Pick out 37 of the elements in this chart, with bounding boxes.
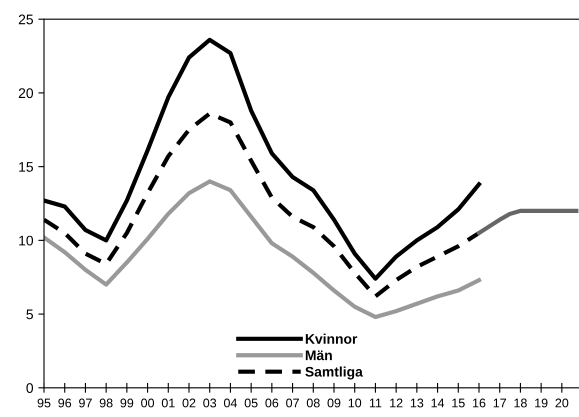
x-tick-label: 16 [472, 398, 486, 408]
x-tick-label: 98 [100, 398, 113, 408]
x-tick-label: 05 [244, 398, 258, 408]
x-tick-label: 13 [410, 398, 424, 408]
line-series [476, 208, 578, 236]
x-tick-label: 18 [514, 398, 527, 408]
x-tick-label: 14 [432, 398, 444, 408]
x-tick-label: 19 [535, 398, 548, 408]
x-tick-label: 00 [141, 398, 154, 408]
y-tick-label: 25 [18, 14, 34, 24]
line-series [44, 179, 482, 320]
x-tick-label: 03 [203, 398, 216, 408]
x-tick-label: 07 [286, 398, 299, 408]
x-tick-label: 95 [38, 398, 50, 408]
x-tick-label: 02 [182, 398, 196, 408]
legend-label: Män [306, 350, 332, 360]
y-tick-label: 0 [26, 383, 34, 393]
x-tick-label: 96 [58, 398, 72, 408]
x-tick-label: 06 [265, 398, 278, 408]
legend-label: Kvinnor [306, 334, 358, 344]
x-tick-label: 04 [224, 398, 238, 408]
y-tick-label: 15 [19, 162, 34, 172]
x-tick-label: 09 [328, 398, 340, 408]
legend-label: Samtliga [305, 366, 363, 380]
x-tick-label: 97 [79, 398, 92, 408]
x-tick-label: 01 [162, 398, 175, 408]
x-tick-label: 15 [452, 398, 465, 408]
x-tick-label: 99 [120, 398, 134, 408]
x-tick-label: 20 [556, 398, 568, 408]
x-tick-label: 10 [348, 398, 362, 408]
y-tick-label: 20 [18, 88, 34, 98]
x-tick-label: 17 [494, 398, 506, 408]
x-tick-label: 08 [306, 398, 320, 408]
x-tick-label: 12 [390, 398, 402, 408]
x-tick-label: 11 [370, 398, 382, 408]
y-tick-label: 5 [26, 310, 34, 320]
y-tick-label: 10 [19, 236, 34, 246]
